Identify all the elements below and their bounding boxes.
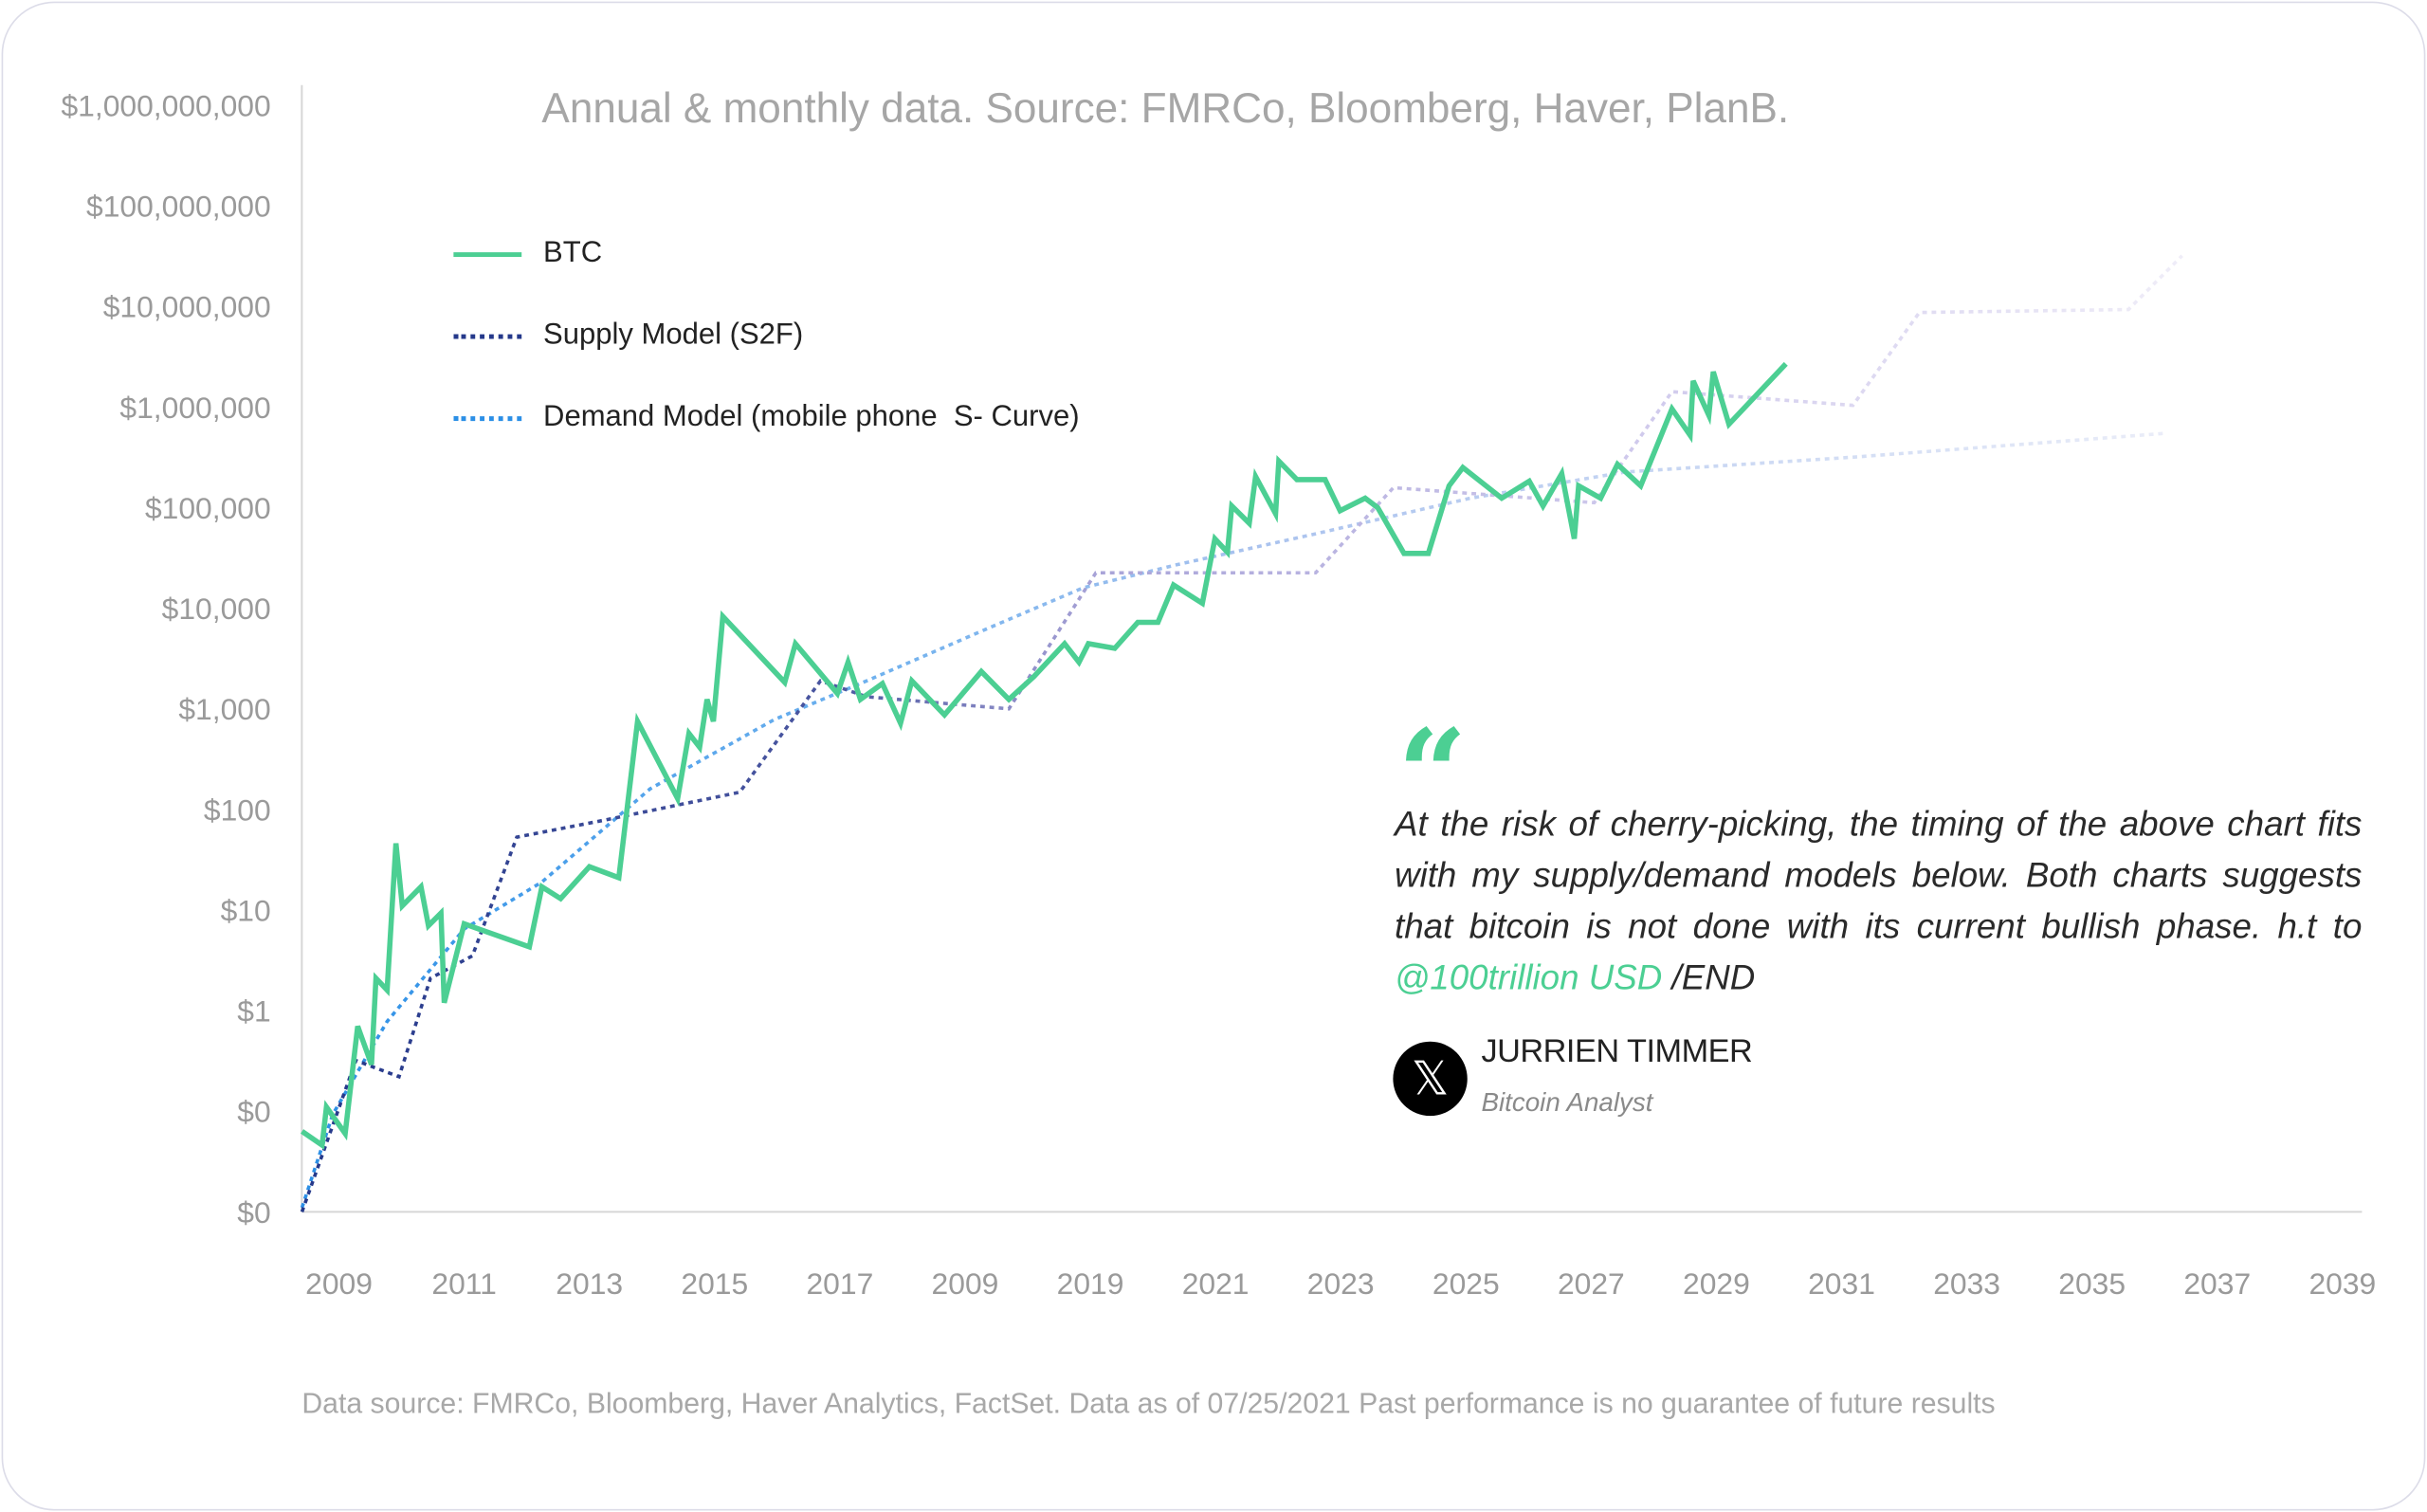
y-tick-label: $1,000,000,000 <box>61 88 270 122</box>
x-tick-label: 2023 <box>1307 1266 1375 1301</box>
legend-swatch-btc <box>453 251 522 257</box>
x-tick-label: 2013 <box>556 1266 623 1301</box>
quote-body: At the risk of cherry-picking, the timin… <box>1395 804 2363 946</box>
supply-model-line <box>300 254 2183 1212</box>
legend-item-btc: BTC <box>453 237 602 271</box>
author-name: JURRIEN TIMMER <box>1481 1033 1753 1070</box>
legend-label: BTC <box>543 236 603 270</box>
x-tick-label: 2015 <box>681 1266 748 1301</box>
x-tick-label: 2009 <box>305 1266 373 1301</box>
x-tick-label: 2019 <box>1057 1266 1124 1301</box>
y-tick-label: $100,000 <box>145 491 271 525</box>
x-tick-label: 2035 <box>2058 1266 2126 1301</box>
quote-end: /END <box>1662 957 1756 997</box>
x-tick-label: 2011 <box>431 1266 496 1301</box>
y-tick-labels: $1,000,000,000 $100,000,000 $10,000,000 $1,… <box>61 88 270 1229</box>
x-tick-label: 2021 <box>1182 1266 1250 1301</box>
legend-swatch-supply <box>453 333 522 338</box>
y-tick-label: $1 <box>237 994 270 1029</box>
legend-label: Demand Model (mobile phone S- Curve) <box>543 400 1080 434</box>
chart-title: Annual & monthly data. Source: FMRCo, Bl… <box>541 84 1790 132</box>
x-tick-label: 2009 <box>932 1266 999 1301</box>
x-tick-labels: 2009 2011 2013 2015 2017 2009 2019 2021 2023 2025… <box>305 1266 2376 1301</box>
y-tick-label: $0 <box>237 1095 270 1129</box>
y-tick-label: $1,000,000 <box>119 391 270 425</box>
series-lines <box>300 254 2183 1212</box>
x-tick-label: 2025 <box>1432 1266 1500 1301</box>
legend-swatch-demand <box>453 415 522 421</box>
x-tick-label: 2029 <box>1683 1266 1750 1301</box>
y-tick-label: $100,000,000 <box>86 190 271 224</box>
x-tick-label: 2039 <box>2308 1266 2376 1301</box>
twitter-handle-link[interactable]: @100trillion USD <box>1395 957 1663 997</box>
x-tick-label: 2033 <box>1933 1266 2000 1301</box>
y-tick-label: $10,000,000 <box>103 290 271 324</box>
btc-line <box>300 361 1788 1150</box>
y-tick-label: $10,000 <box>162 592 271 626</box>
y-tick-label: $100 <box>204 792 271 827</box>
x-tick-label: 2027 <box>1558 1266 1625 1301</box>
author-role: Bitcoin Analyst <box>1481 1087 1653 1118</box>
footer-note: Data source: FMRCo, Bloomberg, Haver Ana… <box>301 1386 1996 1420</box>
y-tick-label: $1,000 <box>178 692 270 726</box>
x-tick-label: 2017 <box>806 1266 873 1301</box>
legend-item-demand: Demand Model (mobile phone S- Curve) <box>453 400 1080 435</box>
y-tick-label: $10 <box>221 893 271 927</box>
x-logo-icon: 𝕏 <box>1393 1041 1468 1117</box>
y-tick-label: $0 <box>237 1195 270 1230</box>
quote-text: At the risk of cherry-picking, the timin… <box>1395 798 2362 1003</box>
x-tick-label: 2037 <box>2183 1266 2251 1301</box>
quote-mark-icon: “ <box>1397 703 1468 846</box>
legend-item-supply: Supply Model (S2F) <box>453 319 803 353</box>
legend-label: Supply Model (S2F) <box>543 319 804 352</box>
x-tick-label: 2031 <box>1808 1266 1875 1301</box>
